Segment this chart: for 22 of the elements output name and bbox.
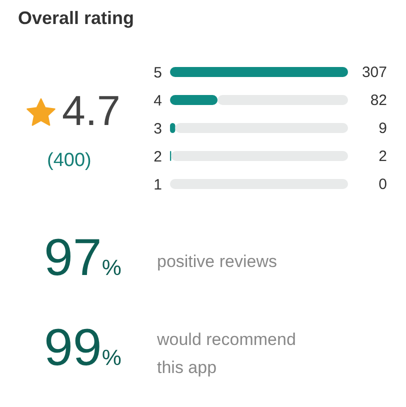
- data-label: 2: [378, 148, 387, 165]
- text: (400): [47, 150, 92, 172]
- chart-title: Overall rating: [18, 8, 134, 29]
- y-tick-label: 3: [154, 120, 162, 138]
- data-label: 9: [378, 120, 387, 137]
- data-label: 0: [378, 176, 387, 193]
- bar: [175, 123, 348, 133]
- y-tick-label: 1: [154, 176, 162, 194]
- text: 97%: [44, 229, 122, 287]
- y-tick-label: 2: [154, 148, 162, 166]
- text: 99%: [44, 319, 122, 377]
- text: 4.7: [62, 87, 120, 135]
- bar: [170, 67, 348, 77]
- bar: [170, 95, 218, 105]
- data-label: 82: [370, 92, 387, 109]
- bar: [171, 151, 348, 161]
- data-label: 307: [362, 64, 387, 81]
- y-tick-label: 4: [154, 92, 162, 110]
- bar: [218, 95, 348, 105]
- text: positive reviews: [157, 252, 277, 272]
- text: would recommend this app: [157, 329, 297, 379]
- y-tick-label: 5: [154, 64, 162, 82]
